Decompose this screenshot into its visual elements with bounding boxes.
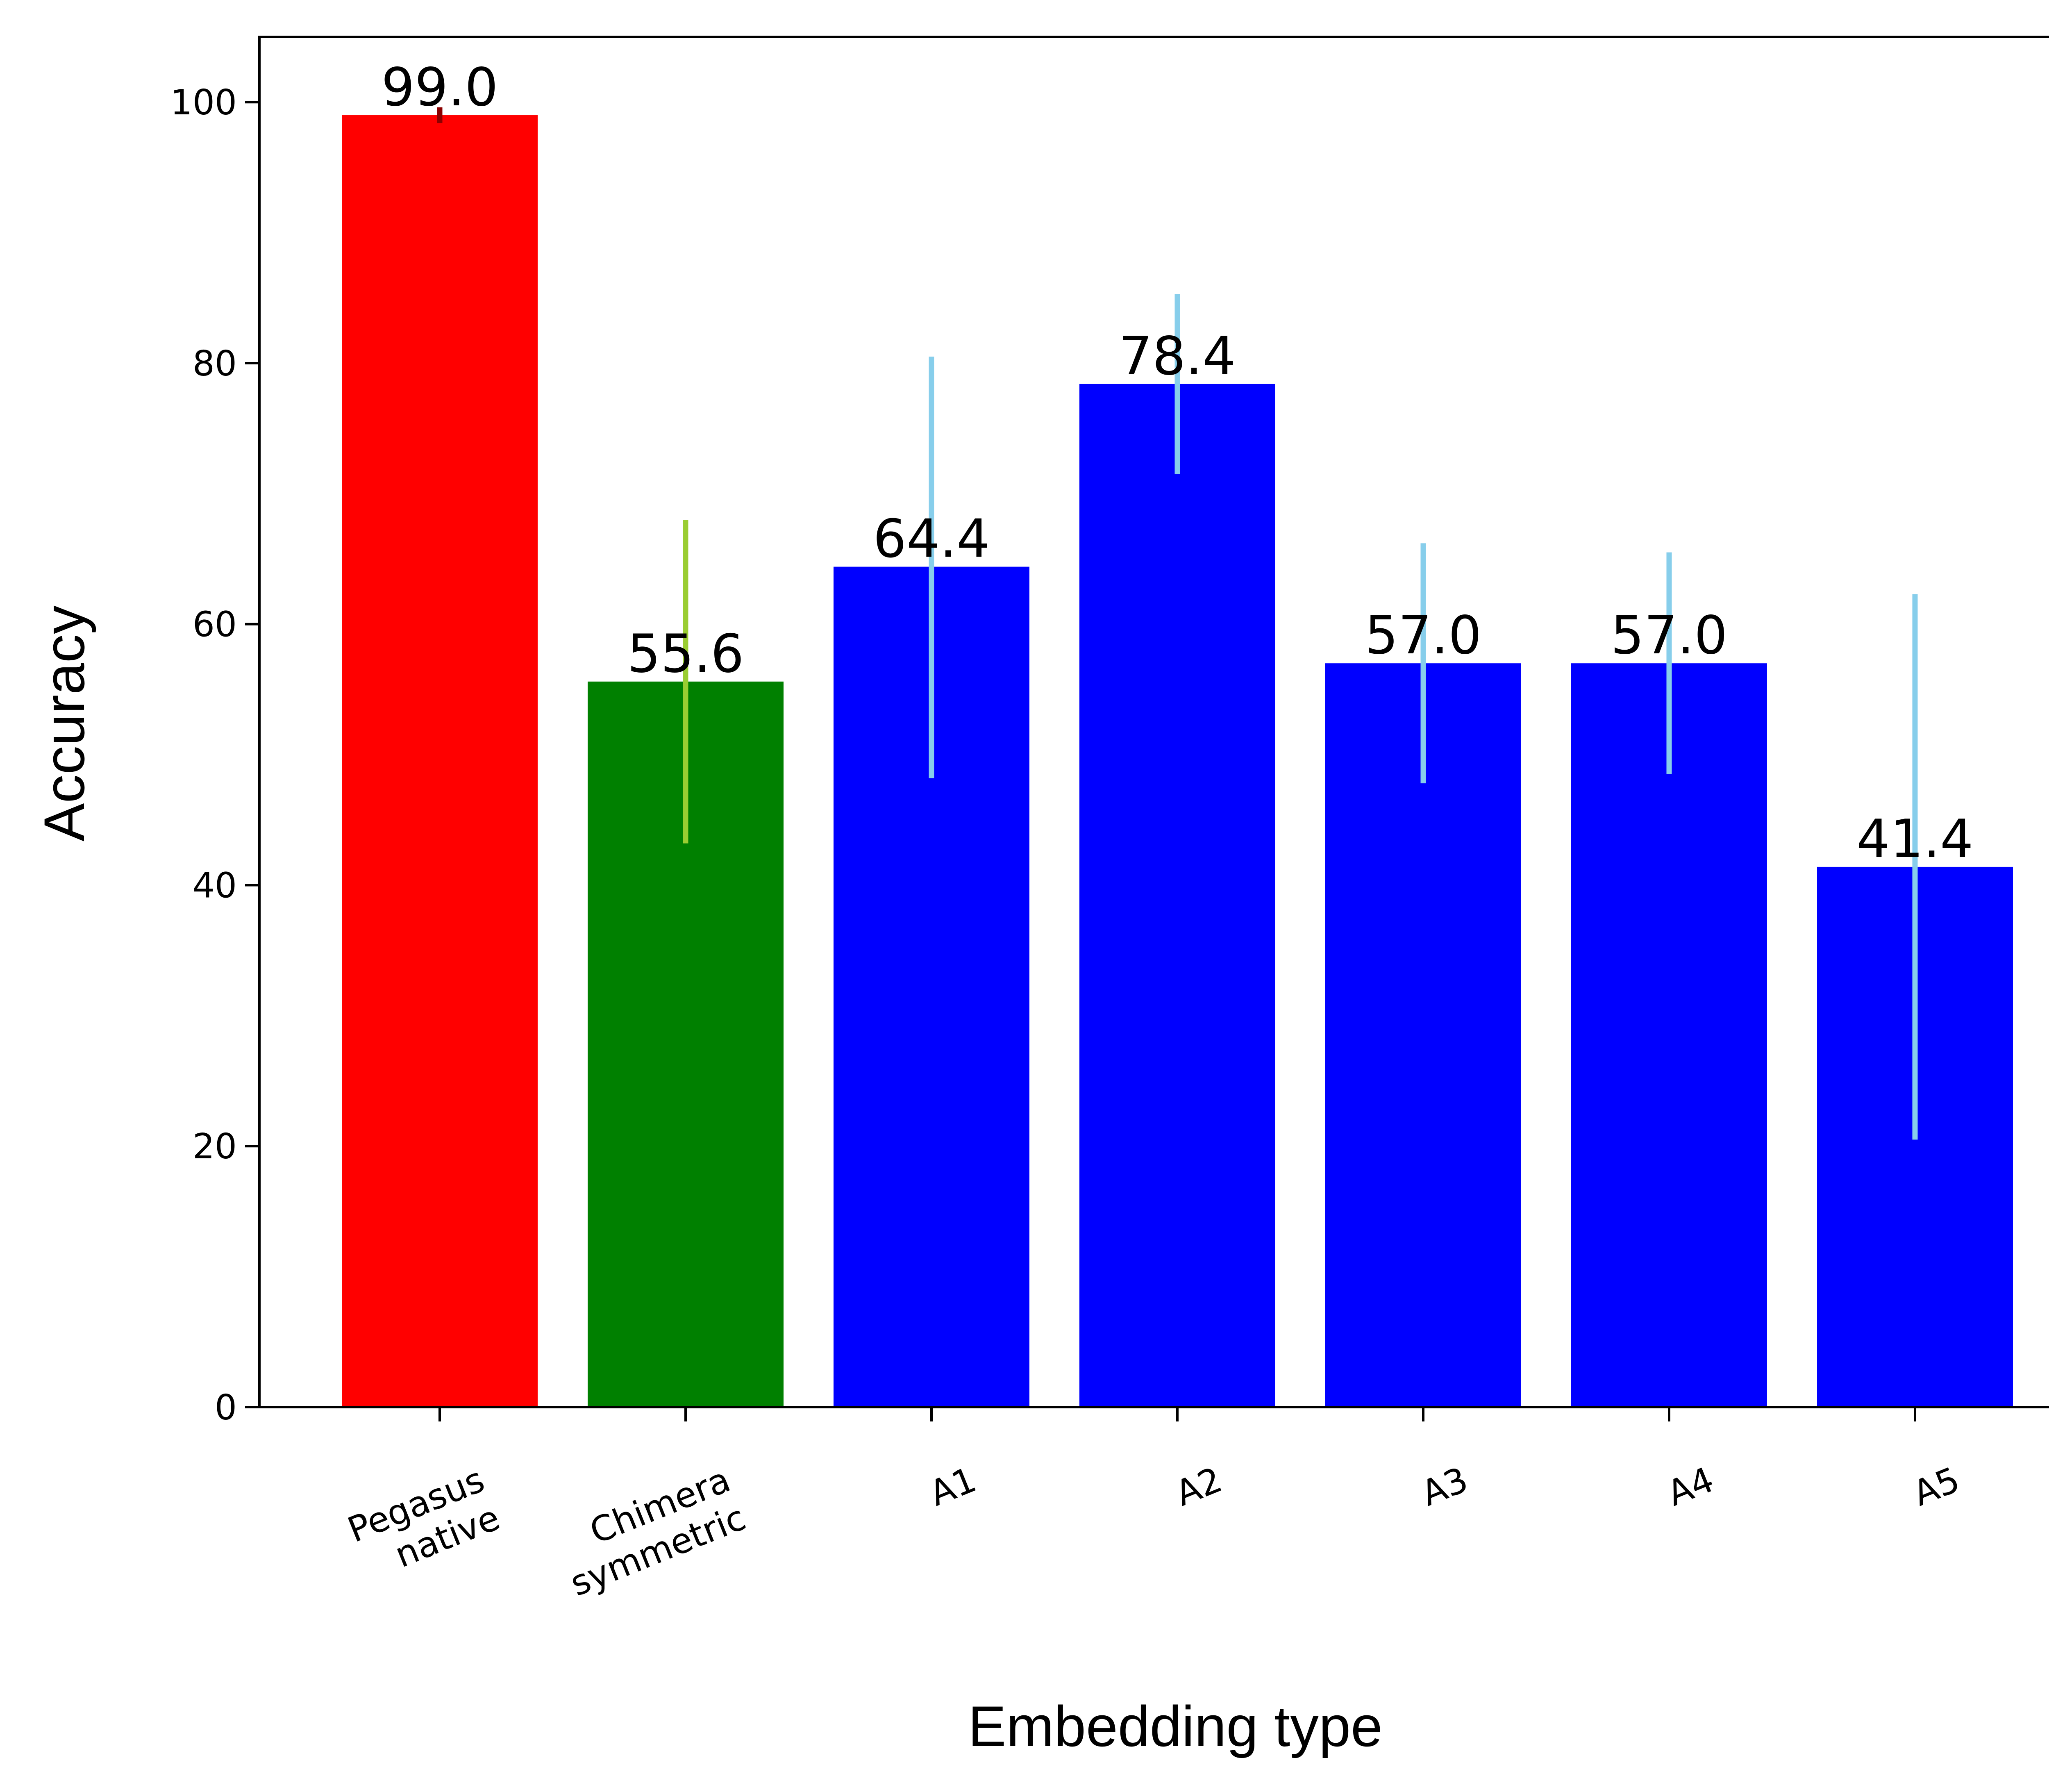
y-tick-label-5: 100 xyxy=(170,82,237,123)
data-label-0: 99.0 xyxy=(382,57,498,118)
y-tick-label-1: 20 xyxy=(193,1126,237,1167)
y-tick-label-4: 80 xyxy=(193,343,237,384)
bar-4 xyxy=(1325,663,1521,1407)
y-tick-label-2: 40 xyxy=(193,865,237,906)
bar-3 xyxy=(1079,384,1275,1407)
bar-5 xyxy=(1571,663,1767,1407)
data-label-6: 41.4 xyxy=(1857,809,1974,870)
x-axis-title: Embedding type xyxy=(968,1694,1383,1758)
data-label-3: 78.4 xyxy=(1119,326,1236,387)
data-label-4: 57.0 xyxy=(1365,605,1482,666)
y-axis-title: Accuracy xyxy=(32,605,96,841)
plot-frame xyxy=(258,36,2049,1408)
data-label-2: 64.4 xyxy=(873,509,990,570)
data-label-1: 55.6 xyxy=(627,623,744,685)
y-tick-label-0: 0 xyxy=(215,1387,237,1428)
y-tick-label-3: 60 xyxy=(193,605,237,645)
data-label-5: 57.0 xyxy=(1611,605,1728,666)
bar-0 xyxy=(342,115,538,1407)
